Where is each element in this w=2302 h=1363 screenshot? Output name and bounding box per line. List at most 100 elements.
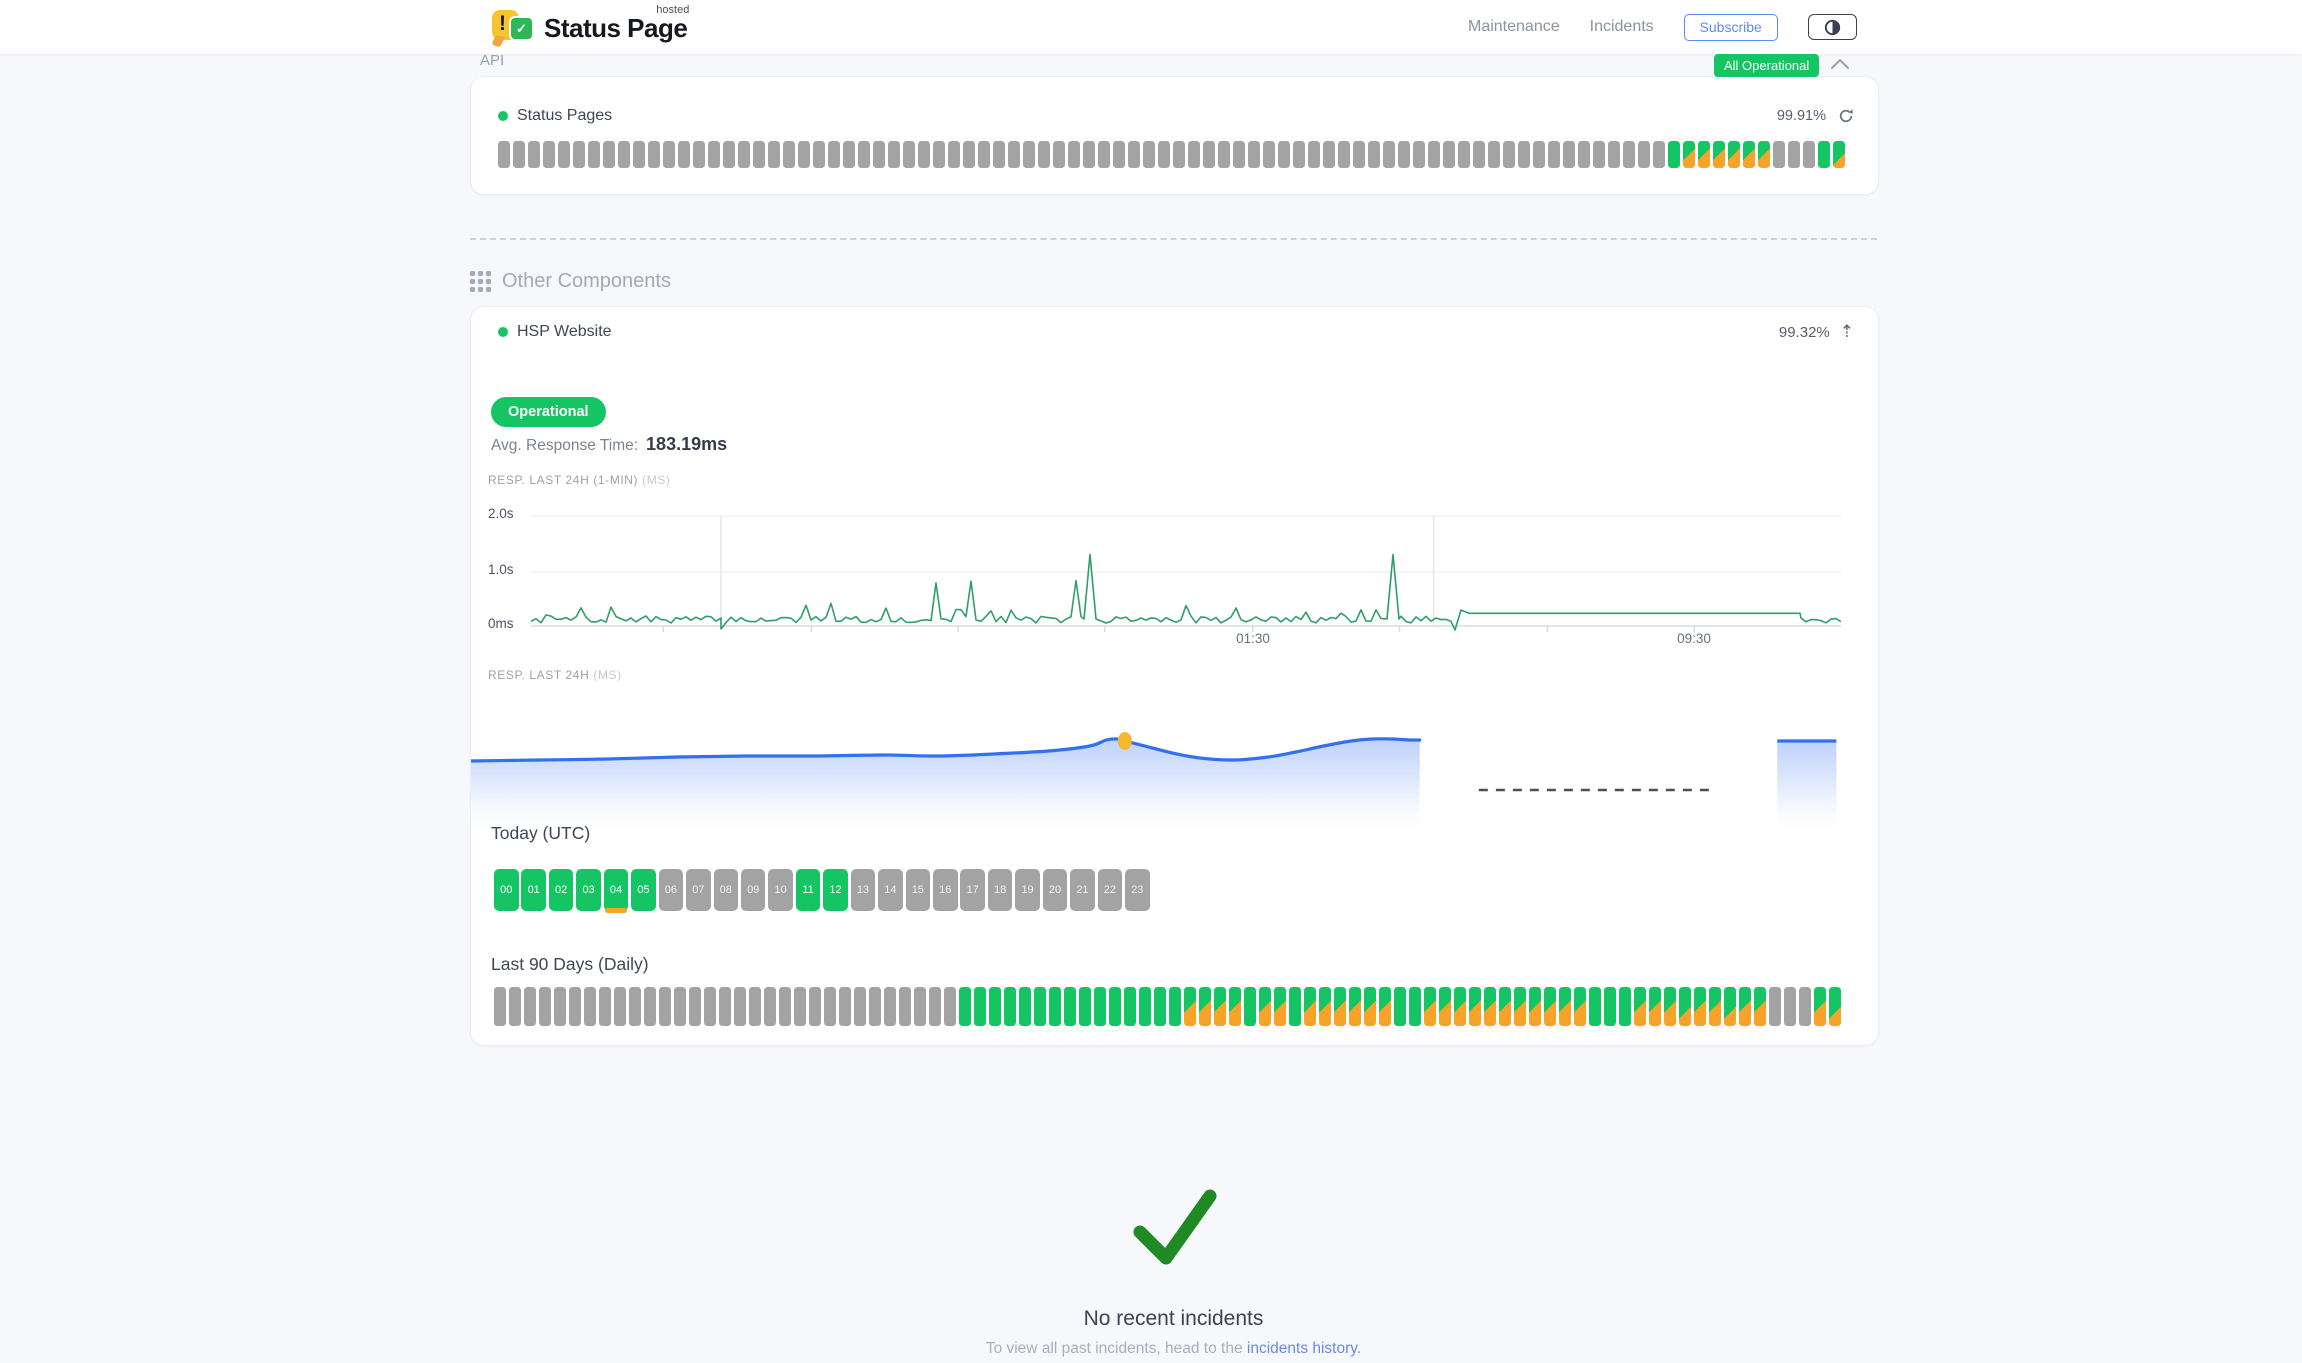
daily-uptime-bar[interactable] [1034, 987, 1046, 1026]
daily-uptime-bar[interactable] [1124, 987, 1136, 1026]
hour-block-00[interactable]: 00 [494, 869, 519, 911]
uptime-day-bar[interactable] [1833, 141, 1845, 168]
daily-uptime-bar[interactable] [1634, 987, 1646, 1026]
hour-block-15[interactable]: 15 [905, 869, 931, 911]
uptime-day-bar[interactable] [678, 141, 690, 168]
daily-uptime-bar[interactable] [1199, 987, 1211, 1026]
daily-uptime-bar[interactable] [1379, 987, 1391, 1026]
uptime-day-bar[interactable] [1698, 141, 1710, 168]
daily-uptime-bar[interactable] [839, 987, 851, 1026]
daily-uptime-bar[interactable] [1739, 987, 1751, 1026]
uptime-day-bar[interactable] [978, 141, 990, 168]
uptime-day-bar[interactable] [1548, 141, 1560, 168]
uptime-day-bar[interactable] [633, 141, 645, 168]
uptime-day-bar[interactable] [1773, 141, 1785, 168]
daily-uptime-bar[interactable] [1604, 987, 1616, 1026]
uptime-day-bar[interactable] [1488, 141, 1500, 168]
uptime-day-bar[interactable] [1038, 141, 1050, 168]
uptime-day-bar[interactable] [708, 141, 720, 168]
uptime-day-bar[interactable] [1368, 141, 1380, 168]
uptime-day-bar[interactable] [948, 141, 960, 168]
daily-uptime-bar[interactable] [1259, 987, 1271, 1026]
hour-block-17[interactable]: 17 [960, 869, 985, 911]
uptime-day-bar[interactable] [738, 141, 750, 168]
hour-block-22[interactable]: 22 [1097, 869, 1123, 911]
daily-uptime-bar[interactable] [899, 987, 911, 1026]
daily-uptime-bar[interactable] [1334, 987, 1346, 1026]
uptime-day-bar[interactable] [1128, 141, 1140, 168]
subscribe-button[interactable]: Subscribe [1683, 13, 1778, 41]
daily-uptime-bar[interactable] [1544, 987, 1556, 1026]
uptime-day-bar[interactable] [858, 141, 870, 168]
daily-uptime-bar[interactable] [1319, 987, 1331, 1026]
daily-uptime-bar[interactable] [929, 987, 941, 1026]
daily-uptime-bar[interactable] [734, 987, 746, 1026]
daily-uptime-bar[interactable] [509, 987, 521, 1026]
daily-uptime-bar[interactable] [674, 987, 686, 1026]
uptime-day-bar[interactable] [1668, 141, 1680, 168]
nav-incidents[interactable]: Incidents [1589, 18, 1654, 35]
uptime-day-bar[interactable] [1353, 141, 1365, 168]
daily-uptime-bar[interactable] [1799, 987, 1811, 1026]
uptime-day-bar[interactable] [1413, 141, 1425, 168]
daily-uptime-bar[interactable] [1019, 987, 1031, 1026]
uptime-day-bar[interactable] [1338, 141, 1350, 168]
daily-uptime-bar[interactable] [1814, 987, 1826, 1026]
uptime-day-bar[interactable] [1263, 141, 1275, 168]
daily-uptime-bar[interactable] [989, 987, 1001, 1026]
daily-uptime-bar[interactable] [1484, 987, 1496, 1026]
uptime-day-bar[interactable] [813, 141, 825, 168]
daily-uptime-bar[interactable] [1754, 987, 1766, 1026]
daily-uptime-bar[interactable] [1784, 987, 1796, 1026]
daily-uptime-bar[interactable] [1409, 987, 1421, 1026]
uptime-day-bar[interactable] [1008, 141, 1020, 168]
daily-uptime-bar[interactable] [1499, 987, 1511, 1026]
daily-uptime-bar[interactable] [1469, 987, 1481, 1026]
daily-uptime-bar[interactable] [1589, 987, 1601, 1026]
daily-uptime-bar[interactable] [1769, 987, 1781, 1026]
daily-uptime-bar[interactable] [1109, 987, 1121, 1026]
daily-uptime-bar[interactable] [854, 987, 866, 1026]
hour-block-13[interactable]: 13 [850, 869, 876, 911]
collapse-arrow-icon[interactable]: ⇡ [1839, 322, 1854, 341]
daily-uptime-bar[interactable] [914, 987, 926, 1026]
hour-block-14[interactable]: 14 [878, 869, 903, 911]
daily-uptime-bar[interactable] [1394, 987, 1406, 1026]
daily-uptime-bar[interactable] [1154, 987, 1166, 1026]
daily-uptime-bar[interactable] [524, 987, 536, 1026]
uptime-day-bar[interactable] [1743, 141, 1755, 168]
uptime-day-bar[interactable] [1788, 141, 1800, 168]
daily-uptime-bar[interactable] [584, 987, 596, 1026]
incidents-history-link[interactable]: incidents history [1246, 1340, 1357, 1357]
uptime-day-bar[interactable] [1623, 141, 1635, 168]
uptime-day-bar[interactable] [1188, 141, 1200, 168]
daily-uptime-bar[interactable] [644, 987, 656, 1026]
uptime-day-bar[interactable] [843, 141, 855, 168]
response-line-chart[interactable]: 2.0s 1.0s 0ms 01:30 09:30 [471, 501, 1871, 651]
uptime-day-bar[interactable] [1728, 141, 1740, 168]
component-row[interactable]: Status Pages 99.91% [498, 107, 1854, 125]
uptime-day-bar[interactable] [1023, 141, 1035, 168]
uptime-day-bar[interactable] [1818, 141, 1830, 168]
daily-uptime-bar[interactable] [1364, 987, 1376, 1026]
nav-maintenance[interactable]: Maintenance [1468, 18, 1560, 35]
daily-uptime-bar[interactable] [1004, 987, 1016, 1026]
hour-block-16[interactable]: 16 [933, 869, 958, 911]
uptime-day-bar[interactable] [1383, 141, 1395, 168]
uptime-day-bar[interactable] [723, 141, 735, 168]
daily-uptime-bar[interactable] [1679, 987, 1691, 1026]
all-operational-badge[interactable]: All Operational [1714, 54, 1820, 77]
hour-block-04[interactable]: 04 [603, 869, 629, 913]
hour-block-07[interactable]: 07 [686, 869, 711, 911]
daily-uptime-bar[interactable] [569, 987, 581, 1026]
daily-uptime-bar[interactable] [1289, 987, 1301, 1026]
daily-uptime-bar[interactable] [1139, 987, 1151, 1026]
daily-uptime-bar[interactable] [794, 987, 806, 1026]
uptime-day-bar[interactable] [618, 141, 630, 168]
uptime-day-bar[interactable] [1278, 141, 1290, 168]
hour-block-02[interactable]: 02 [548, 869, 574, 911]
daily-uptime-bar[interactable] [1349, 987, 1361, 1026]
uptime-day-bar[interactable] [1068, 141, 1080, 168]
uptime-day-bar[interactable] [528, 141, 540, 168]
uptime-day-bar[interactable] [1083, 141, 1095, 168]
